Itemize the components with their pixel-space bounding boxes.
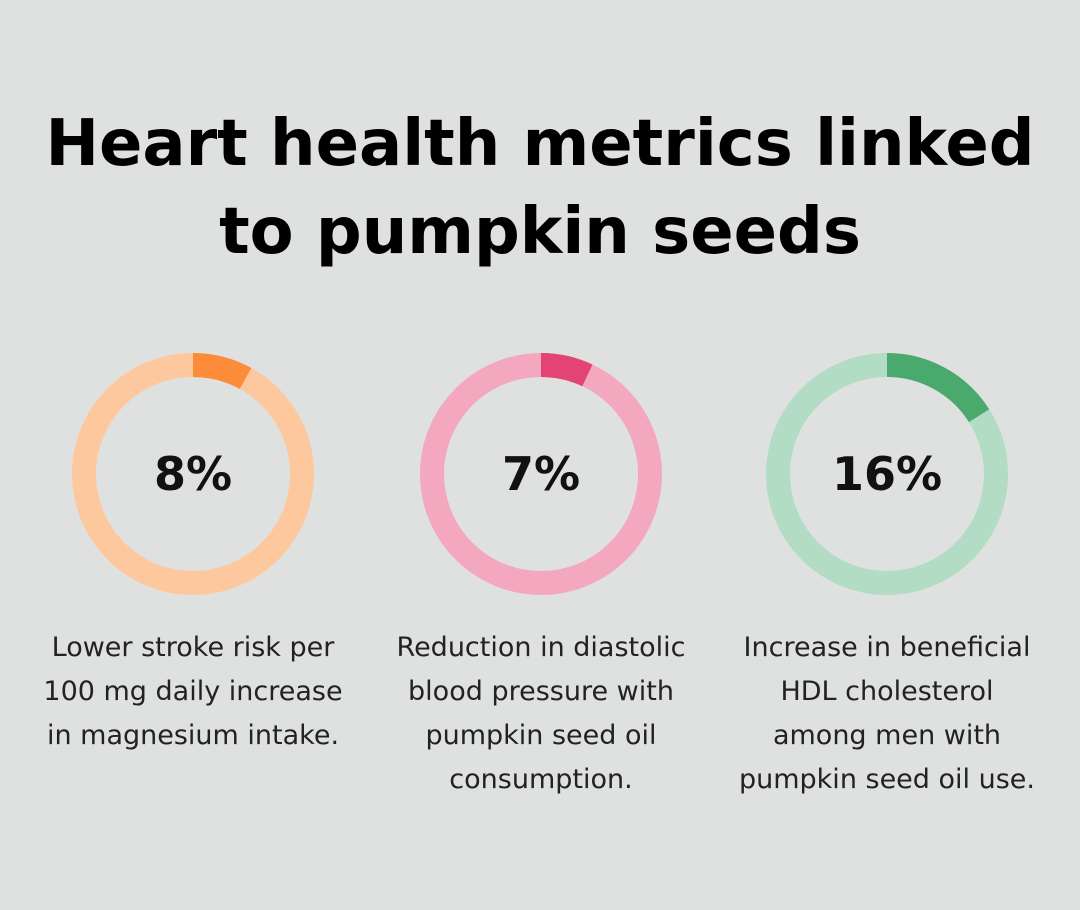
donut-segment [420, 353, 662, 595]
metric-item: 16% Increase in beneficial HDL cholestero… [727, 352, 1047, 802]
metric-item: 7% Reduction in diastolic blood pressure … [381, 352, 701, 802]
page-title: Heart health metrics linked to pumpkin s… [45, 107, 1035, 269]
metric-value: 16% [831, 447, 943, 501]
metric-description: Reduction in diastolic blood pressure wi… [396, 632, 686, 795]
donut-chart: 8% [71, 352, 315, 596]
donut-segment [766, 353, 1008, 595]
donut-chart: 7% [419, 352, 663, 596]
metric-item: 8% Lower stroke risk per 100 mg daily inc… [33, 352, 353, 758]
metric-value: 8% [153, 447, 233, 501]
donut-segment [72, 353, 314, 595]
metric-description: Lower stroke risk per 100 mg daily incre… [43, 632, 343, 751]
metric-description: Increase in beneficial HDL cholesterol a… [738, 632, 1035, 795]
metric-value: 7% [501, 447, 581, 501]
donut-chart: 16% [765, 352, 1009, 596]
